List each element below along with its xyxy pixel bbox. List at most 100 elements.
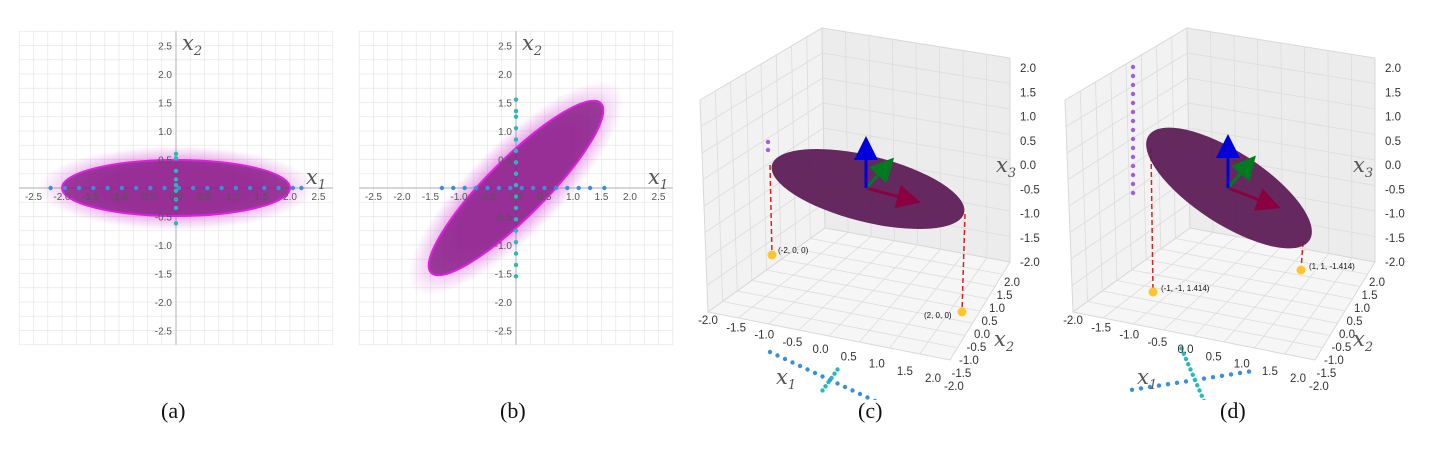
x1-tick-label: 1.0 — [869, 359, 885, 371]
sample-point — [462, 185, 467, 191]
sample-point — [173, 221, 179, 226]
gridline — [795, 248, 996, 287]
x1-tick-label: 0.5 — [1206, 351, 1222, 363]
x-tick-label: 0.0 — [169, 192, 183, 203]
sample-point — [1130, 145, 1136, 151]
x-tick-label: -1.5 — [82, 192, 100, 203]
corner-point-right-c — [957, 307, 967, 317]
sample-point — [205, 185, 210, 191]
sample-point — [1181, 351, 1186, 356]
caption-a: (a) — [161, 398, 186, 423]
y-tick-label: 0.5 — [498, 156, 512, 167]
y-tick-label: -1.5 — [155, 270, 173, 281]
sample-point — [1156, 383, 1162, 388]
corner-label-left-d: (-1, -1, 1.414) — [1161, 284, 1210, 293]
x2-tick-label: 1.5 — [997, 290, 1013, 302]
corner-point-left-c — [767, 250, 777, 260]
chart-d: (-1, -1, 1.414) (1, 1, -1.414) -2.0-1.5-… — [1063, 27, 1405, 400]
gridline — [1071, 202, 1190, 286]
sample-point — [565, 185, 570, 191]
sample-point — [1130, 172, 1136, 178]
sample-point — [513, 148, 519, 154]
sample-point — [805, 367, 810, 372]
sample-point — [1130, 64, 1136, 70]
gridline — [823, 127, 1011, 161]
caption-d: (d) — [1220, 398, 1246, 423]
sample-point — [865, 395, 870, 400]
ellipse-b — [427, 99, 605, 277]
wall-grid-c — [700, 31, 1011, 355]
x1-tick-label: 1.0 — [1234, 359, 1250, 371]
sample-point — [1165, 382, 1171, 387]
x2-tick-label: 2.0 — [1004, 277, 1020, 289]
sample-point — [850, 388, 855, 393]
sample-point — [162, 185, 167, 191]
x-tick-label: -2.0 — [393, 192, 411, 203]
x1-tick-label: 0.5 — [841, 351, 857, 363]
sample-point — [775, 353, 780, 358]
y-tick-label: -0.5 — [155, 213, 173, 224]
sample-point — [513, 108, 519, 114]
gridline — [1254, 253, 1330, 349]
y-tick-label: 1.0 — [158, 127, 172, 138]
ticks-a: -2.5 -2.0 -1.5 -1.0 -0.5 0.0 0.5 1.0 1.5 2.0 2.5 -2… — [25, 42, 326, 338]
sample-point — [857, 391, 863, 397]
sample-point — [1130, 109, 1136, 115]
x3-tick-label: -1.5 — [1020, 233, 1040, 245]
sample-point — [1237, 370, 1243, 376]
x-tick-label: -2.0 — [53, 192, 71, 203]
sample-point — [299, 185, 304, 191]
sample-point — [133, 185, 139, 191]
sample-point — [1188, 367, 1193, 372]
x1-label-a: x1 — [306, 165, 326, 193]
sample-point — [835, 367, 840, 372]
x3-tick-label: 1.0 — [1020, 112, 1036, 124]
x1-tick-label: 0.0 — [813, 344, 829, 356]
sample-point — [513, 125, 519, 131]
x2-tick-label: -1.0 — [959, 355, 979, 367]
floor-d — [1071, 227, 1376, 361]
sample-point — [1219, 373, 1225, 378]
y-tick-label: 2.5 — [498, 42, 512, 53]
projection-line-left-d — [1150, 147, 1154, 293]
samples-b — [439, 97, 607, 279]
y-tick-label: 1.0 — [498, 127, 512, 138]
sample-point — [1130, 118, 1136, 124]
sample-point — [1201, 376, 1207, 381]
gridline — [1146, 259, 1353, 300]
x-tick-label: 1.5 — [595, 192, 609, 203]
samples-a — [48, 151, 304, 226]
sample-point — [485, 185, 490, 191]
sample-point — [602, 185, 607, 191]
projection-line-right-c — [961, 213, 966, 313]
x-tick-label: 1.0 — [566, 192, 580, 203]
chart-b: -2.5 -2.0 -1.5 -1.0 -0.5 0.0 0.5 1.0 1.5 2.0 2.5 -2… — [358, 30, 674, 346]
y-tick-label: 1.5 — [498, 99, 512, 110]
gridline — [810, 238, 1003, 275]
x-tick-label: 0.5 — [538, 192, 552, 203]
sample-point — [1147, 384, 1153, 390]
sample-point — [173, 168, 179, 174]
x1-tick-label: 1.5 — [1262, 366, 1278, 378]
x-tick-label: -2.5 — [25, 192, 43, 203]
x3-tick-label: 0.0 — [1020, 160, 1036, 172]
y-tick-label: -1.0 — [495, 241, 513, 252]
sample-point — [91, 185, 96, 191]
sample-point — [119, 185, 125, 191]
sample-point — [76, 185, 82, 191]
x1-tick-label: -0.5 — [782, 337, 802, 349]
gridline — [1327, 50, 1330, 254]
arrow-x1-d — [1227, 186, 1281, 211]
x-tick-label: -2.5 — [365, 192, 383, 203]
samples-d — [1129, 64, 1252, 400]
x-tick-label: -1.5 — [422, 192, 440, 203]
x3-tick-label: 0.0 — [1385, 160, 1401, 172]
x3-tick-label: -1.0 — [1385, 209, 1405, 221]
sample-point — [173, 205, 179, 211]
sample-point — [812, 370, 818, 376]
gridline — [703, 127, 824, 207]
x3-tick-label: 1.5 — [1385, 87, 1401, 99]
sample-point — [1190, 372, 1195, 377]
sample-point — [1130, 154, 1136, 160]
sample-point — [513, 274, 519, 279]
